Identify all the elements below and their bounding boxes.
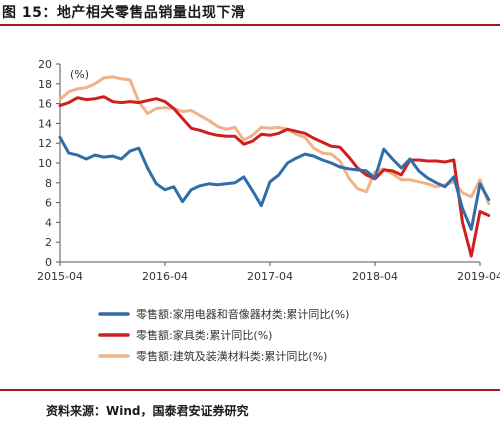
legend-label: 零售额:家具类:累计同比(%)	[136, 328, 272, 342]
y-tick-label: 6	[45, 197, 52, 210]
y-tick-label: 10	[38, 157, 52, 170]
chart-axes: 0 2 4 6 8 10 12 14 16 18 20 2015-04 2016-04 2017-04 20…	[37, 58, 500, 283]
source-rule	[0, 389, 500, 391]
x-tick-label: 2017-04	[247, 270, 293, 283]
series-line	[58, 95, 491, 258]
legend-label: 零售额:建筑及装潢材料类:累计同比(%)	[136, 349, 327, 363]
y-tick-label: 4	[45, 216, 52, 229]
source-note: 资料来源：Wind，国泰君安证券研究	[46, 404, 249, 418]
y-unit-label: (%)	[70, 68, 89, 81]
x-tick-label: 2018-04	[352, 270, 398, 283]
y-tick-label: 14	[38, 117, 52, 130]
y-tick-label: 0	[45, 256, 52, 269]
x-tick-label: 2015-04	[37, 270, 83, 283]
series-line	[58, 75, 491, 206]
chart-plot-area	[58, 75, 491, 258]
figure-title: 图 15：地产相关零售品销量出现下滑	[2, 5, 246, 21]
x-tick-label: 2019-04	[457, 270, 500, 283]
legend-label: 零售额:家用电器和音像器材类:累计同比(%)	[136, 307, 349, 321]
title-rule	[0, 24, 500, 26]
series-line	[58, 135, 491, 231]
y-tick-label: 12	[38, 137, 52, 150]
y-tick-label: 8	[45, 177, 52, 190]
x-tick-label: 2016-04	[142, 270, 188, 283]
y-tick-label: 2	[45, 236, 52, 249]
line-chart: 0 2 4 6 8 10 12 14 16 18 20 2015-04 2016-04 2017-04 20…	[37, 58, 500, 363]
y-tick-label: 16	[38, 98, 52, 111]
y-tick-label: 18	[38, 78, 52, 91]
chart-legend: 零售额:家用电器和音像器材类:累计同比(%) 零售额:家具类:累计同比(%) 零售额…	[98, 307, 349, 363]
y-tick-label: 20	[38, 58, 52, 71]
